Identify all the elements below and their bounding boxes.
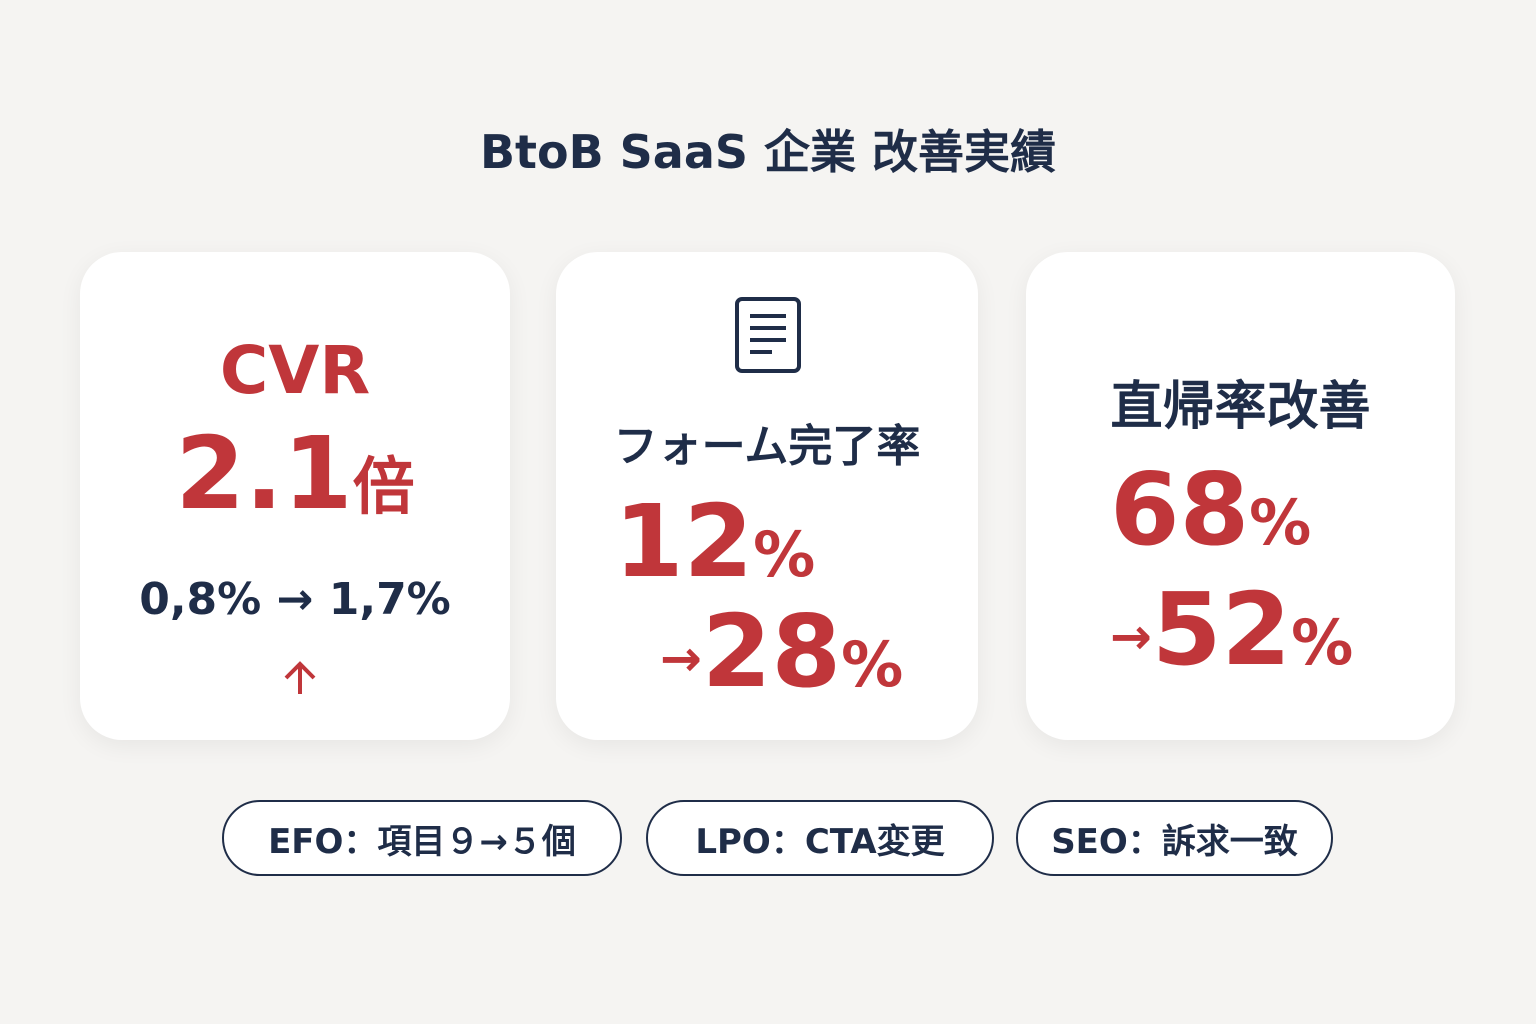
after-value: →52% [1110, 580, 1353, 680]
result: 2.1倍 [80, 424, 510, 524]
number: 52 [1151, 571, 1292, 688]
title: BtoB SaaS 企業 改善実績 [479, 125, 1057, 179]
before-value: 12% [614, 492, 815, 592]
unit: % [1291, 606, 1354, 679]
unit: % [753, 518, 816, 591]
tag: LPO：CTA変更 [646, 800, 994, 876]
card-label: CVR [219, 332, 371, 409]
before-value: 68% [1110, 460, 1311, 560]
document-icon [735, 297, 801, 373]
result-number: 2.1 [175, 415, 353, 532]
card-form: フォーム完了率 12% →28% [556, 252, 978, 740]
tag: EFO：項目９→５個 [222, 800, 622, 876]
tag: SEO：訴求一致 [1016, 800, 1333, 876]
result-unit: 倍 [352, 450, 415, 523]
card-label: フォーム完了率 [613, 421, 921, 472]
up-arrow-icon [284, 661, 316, 694]
unit: % [841, 628, 904, 701]
unit: % [1249, 486, 1312, 559]
number: 68 [1110, 451, 1250, 568]
card-bounce: 直帰率改善 68% →52% [1026, 252, 1455, 740]
card-cvr: CVR 2.1倍 0,8% → 1,7% [80, 252, 510, 740]
detail: 0,8% → 1,7% [139, 574, 451, 625]
after-value: →28% [660, 602, 903, 702]
number: 12 [614, 483, 754, 600]
arrow: → [660, 629, 702, 688]
number: 28 [701, 593, 842, 710]
arrow: → [1110, 607, 1152, 666]
card-label: 直帰率改善 [1110, 377, 1371, 437]
